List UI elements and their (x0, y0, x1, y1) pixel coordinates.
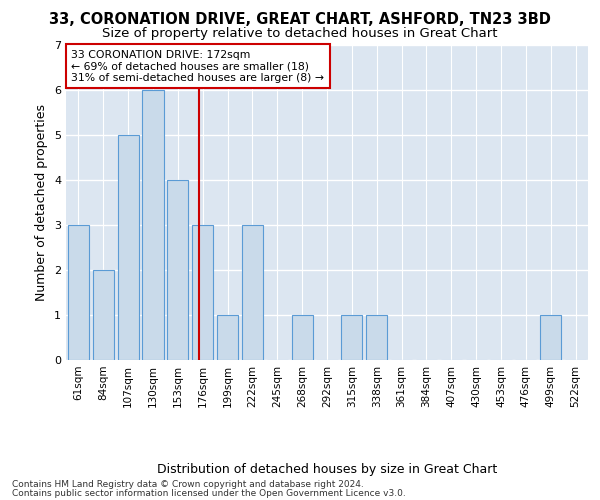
Bar (167, 180, 188, 360)
Bar (366, 315, 387, 360)
Bar (292, 315, 313, 360)
Y-axis label: Number of detached properties: Number of detached properties (35, 104, 49, 301)
Bar (118, 135, 139, 360)
Bar (341, 315, 362, 360)
Bar (142, 90, 164, 360)
Bar (192, 225, 213, 360)
Bar (93, 270, 114, 360)
Bar (242, 225, 263, 360)
Text: Contains public sector information licensed under the Open Government Licence v3: Contains public sector information licen… (12, 488, 406, 498)
Bar (217, 315, 238, 360)
Text: 33, CORONATION DRIVE, GREAT CHART, ASHFORD, TN23 3BD: 33, CORONATION DRIVE, GREAT CHART, ASHFO… (49, 12, 551, 28)
X-axis label: Distribution of detached houses by size in Great Chart: Distribution of detached houses by size … (157, 462, 497, 475)
Text: 33 CORONATION DRIVE: 172sqm
← 69% of detached houses are smaller (18)
31% of sem: 33 CORONATION DRIVE: 172sqm ← 69% of det… (71, 50, 324, 83)
Text: Contains HM Land Registry data © Crown copyright and database right 2024.: Contains HM Land Registry data © Crown c… (12, 480, 364, 489)
Bar (68, 225, 89, 360)
Text: Size of property relative to detached houses in Great Chart: Size of property relative to detached ho… (102, 28, 498, 40)
Bar (540, 315, 561, 360)
